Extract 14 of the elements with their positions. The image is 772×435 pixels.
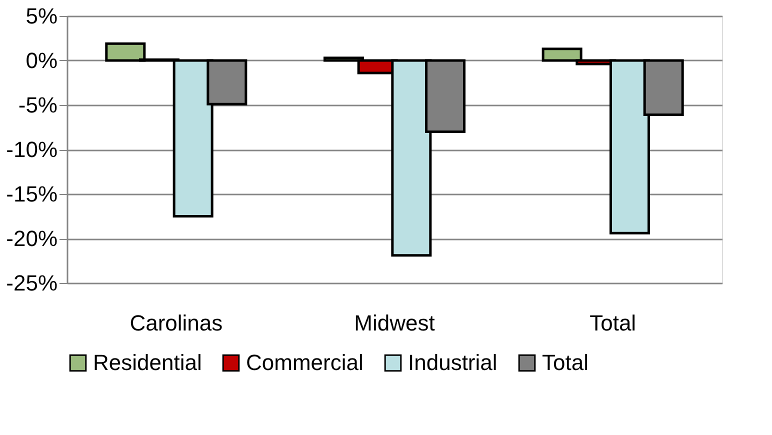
x-tick-label: Midwest [354,310,435,336]
legend-label: Industrial [408,350,498,375]
y-tick-label: -5% [18,92,58,118]
legend-label: Total [542,350,588,375]
y-tick-label: -20% [6,226,58,251]
y-tick-label: -10% [6,137,58,162]
y-tick-label: 5% [26,4,58,28]
legend-label: Commercial [246,350,364,375]
y-tick-label: -25% [6,270,58,296]
legend-label: Residential [93,350,202,375]
y-tick-label: -15% [6,182,58,206]
y-tick-label: 0% [26,48,58,73]
x-tick-label: Carolinas [130,310,223,336]
x-tick-label: Total [590,310,636,336]
